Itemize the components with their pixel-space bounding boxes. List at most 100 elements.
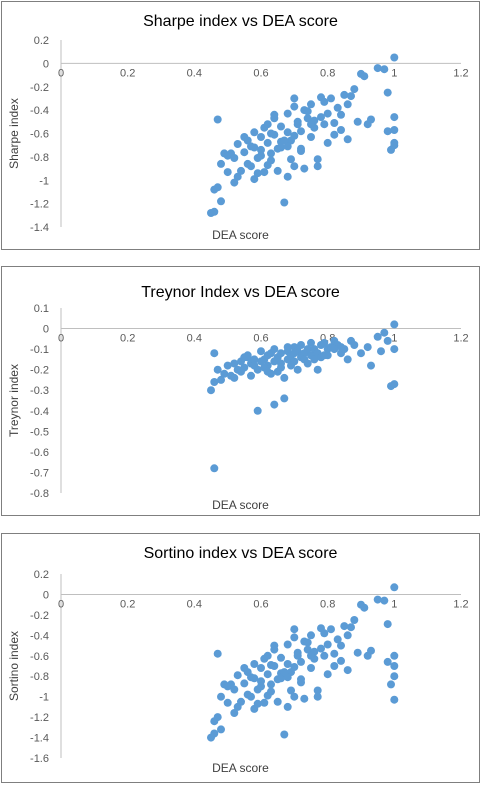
sortino-x-tick-label: 0 [58,598,64,610]
sortino-data-point [283,660,292,668]
sharpe-data-point [290,94,299,103]
sharpe-data-point [243,136,252,145]
treynor-data-point [210,378,219,386]
sortino-chart-svg: Sortino index vs DEA score 0 0.2 0.4 0.6 0.8 1… [7,545,469,775]
sharpe-data-point [257,151,265,160]
sharpe-data-point [213,183,222,192]
treynor-data-point [230,359,239,368]
treynor-data-point [240,353,249,362]
treynor-data-point [247,371,255,380]
sortino-x-tick-label: 1 [391,598,397,610]
treynor-data-point [320,351,329,360]
sharpe-data-point [313,155,322,164]
sharpe-data-point [233,140,242,148]
sharpe-data-point [390,53,399,62]
treynor-x-tick-label: 0.4 [187,333,202,345]
treynor-y-tick-label: -0.3 [30,385,49,397]
sortino-data-point [390,651,399,660]
sortino-y-tick-label: -1.4 [30,733,49,745]
treynor-data-point [303,359,312,368]
sharpe-data-point [230,178,239,187]
treynor-y-tick-label: -0.5 [30,426,49,438]
sortino-y-tick-label: -1 [39,692,49,704]
treynor-data-point [383,336,392,345]
sortino-data-point [267,687,275,696]
treynor-data-point [210,464,219,473]
sortino-x-tick-label: 0.2 [120,598,135,610]
treynor-y-tick-label: -0.7 [30,467,49,479]
sortino-data-point [337,656,345,665]
sharpe-data-point [327,94,335,103]
sharpe-data-point [233,172,242,181]
sortino-x-axis-label: DEA score [212,761,269,775]
sortino-data-point [323,670,332,679]
sharpe-data-point [277,122,285,131]
sortino-data-point [230,709,239,717]
sharpe-data-point [333,103,342,112]
sharpe-data-point [390,113,399,122]
sharpe-data-point [217,197,225,206]
treynor-data-point [230,373,239,382]
treynor-y-tick-label: -0.8 [30,488,49,500]
sortino-y-tick-label: 0 [43,589,49,601]
sortino-data-point [373,595,382,604]
sortino-data-point [383,657,392,666]
sortino-x-tick-label: 1.2 [453,598,468,610]
sortino-x-tick-label: 0.6 [253,598,268,610]
sortino-data-point [290,692,299,701]
sortino-chart-title: Sortino index vs DEA score [144,545,338,562]
sortino-data-point [323,640,332,649]
sortino-data-point [347,623,355,632]
treynor-data-point [280,394,289,403]
sortino-data-point [233,702,242,711]
sharpe-data-point [343,135,352,144]
sharpe-data-point [277,143,285,152]
sharpe-data-point [330,130,339,139]
sortino-x-tick-label: 0.8 [320,598,335,610]
sortino-data-point [300,694,309,703]
sharpe-x-tick-label: 0.6 [253,67,268,79]
sharpe-data-point [263,138,272,147]
treynor-chart-title: Treynor Index vs DEA score [141,284,340,301]
sharpe-data-point [230,154,239,162]
sortino-y-tick-label: -1.6 [30,753,49,765]
sortino-data-point [263,651,272,660]
sharpe-y-tick-label: -1.2 [30,199,49,211]
sharpe-data-point [283,142,292,151]
sortino-y-tick-label: 0.2 [34,569,49,581]
sortino-data-point [263,670,272,679]
sharpe-data-point [283,128,292,137]
sharpe-y-tick-label: -0.8 [30,152,49,164]
sharpe-data-point [213,115,222,124]
treynor-data-point [263,367,272,376]
treynor-data-point [307,338,315,347]
treynor-data-point [250,361,259,370]
treynor-data-point [217,375,225,384]
treynor-data-point [277,349,285,358]
treynor-data-point [390,380,399,389]
sharpe-data-point [360,72,369,81]
treynor-data-point [270,345,279,354]
sharpe-data-point [337,110,345,119]
sortino-data-point [360,603,369,612]
sortino-data-point [230,685,239,694]
treynor-data-point [357,349,365,358]
sortino-data-point [353,648,362,657]
sharpe-data-point [280,136,289,145]
sharpe-data-point [300,164,309,173]
sortino-data-point [287,686,295,695]
sortino-data-point [273,697,282,706]
sortino-data-point [280,730,289,739]
sharpe-data-point [317,113,325,122]
sortino-data-point [267,680,275,689]
sharpe-data-point [253,169,262,178]
sharpe-data-point [290,102,299,111]
treynor-data-point [280,373,289,382]
sharpe-data-point [297,127,305,136]
sortino-data-point [213,713,222,722]
sharpe-y-tick-label: 0.2 [34,35,49,47]
sharpe-data-point [240,148,249,157]
sortino-y-tick-label: -0.4 [30,630,49,642]
treynor-data-point [207,386,215,395]
